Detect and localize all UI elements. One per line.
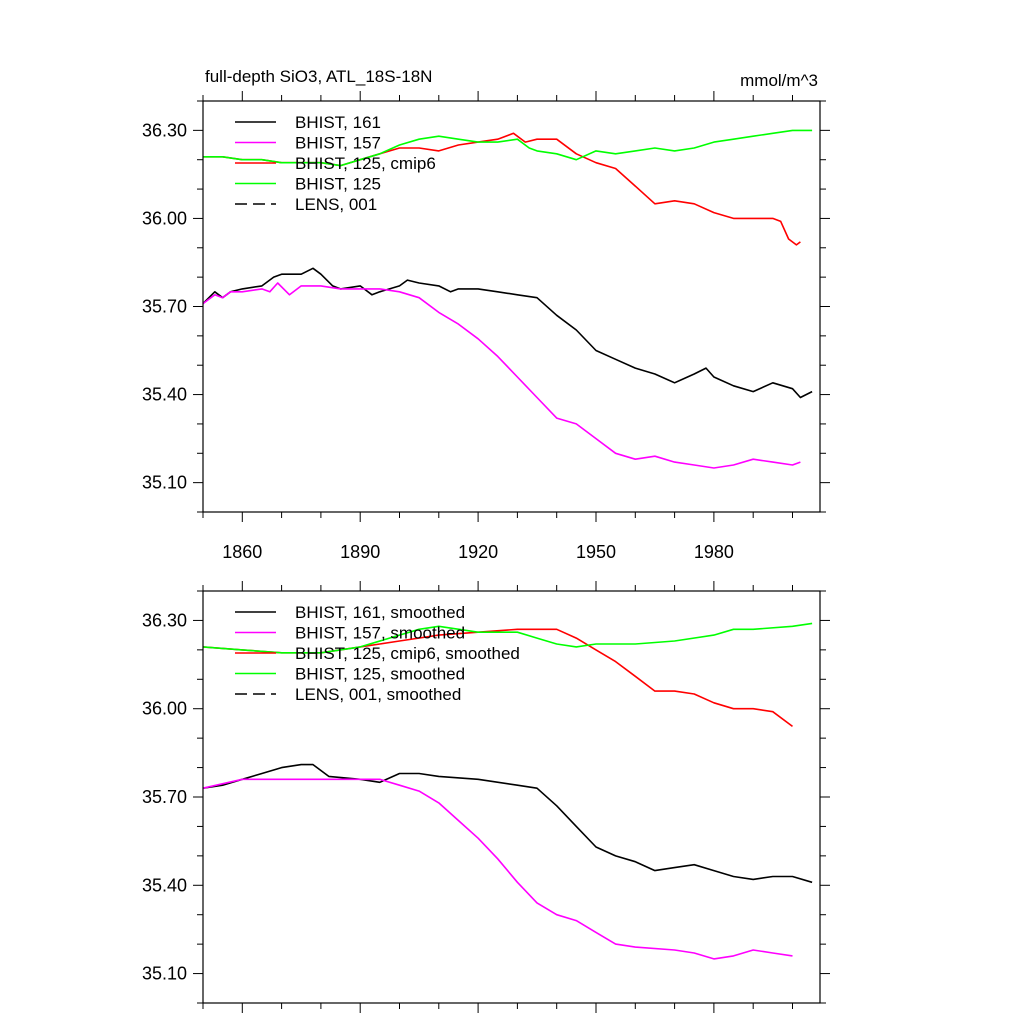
x-tick-label: 1980: [694, 542, 734, 562]
y-tick-label: 35.40: [142, 385, 187, 405]
legend-entry: BHIST, 161, smoothed: [295, 603, 465, 622]
series-line-1: [202, 282, 801, 469]
series-line-0: [202, 267, 813, 399]
x-tick-label: 1890: [340, 542, 380, 562]
y-tick-label: 36.30: [142, 120, 187, 140]
y-tick-label: 35.40: [142, 875, 187, 895]
legend-entry: BHIST, 125: [295, 175, 381, 194]
legend-entry: BHIST, 161: [295, 113, 381, 132]
series-line-1: [202, 778, 793, 960]
series-line-3: [203, 129, 813, 167]
series-line-3: [202, 622, 813, 654]
y-tick-label: 35.70: [142, 297, 187, 317]
legend-entry: BHIST, 157: [295, 134, 381, 153]
legend-entry: LENS, 001: [295, 195, 377, 214]
legend-entry: BHIST, 125, smoothed: [295, 665, 465, 684]
y-tick-label: 35.10: [142, 473, 187, 493]
x-tick-label: 1860: [222, 542, 262, 562]
chart-title: full-depth SiO3, ATL_18S-18N: [205, 67, 432, 86]
y-tick-label: 36.00: [142, 699, 187, 719]
legend-entry: LENS, 001, smoothed: [295, 685, 461, 704]
y-tick-label: 35.70: [142, 787, 187, 807]
legend: BHIST, 161, smoothed BHIST, 157, smoothed…: [235, 603, 520, 704]
legend-entry: BHIST, 157, smoothed: [295, 624, 465, 643]
y-tick-label: 36.00: [142, 208, 187, 228]
y-tick-label: 35.10: [142, 964, 187, 984]
series-line-0: [202, 763, 813, 884]
x-tick-label: 1920: [458, 542, 498, 562]
panel-bottom: 35.10 35.40 35.70 36.00 36.30 BHIST, 161, smo…: [142, 581, 830, 1013]
y-tick-label: 36.30: [142, 610, 187, 630]
x-tick-label: 1950: [576, 542, 616, 562]
legend-entry: BHIST, 125, cmip6: [295, 154, 436, 173]
series-line-2: [203, 132, 801, 246]
panel-top: 35.10 35.40 35.70 36.00 36.30 1860 1890 1920 195…: [142, 91, 830, 562]
units-label: mmol/m^3: [740, 71, 818, 90]
legend-entry: BHIST, 125, cmip6, smoothed: [295, 644, 520, 663]
